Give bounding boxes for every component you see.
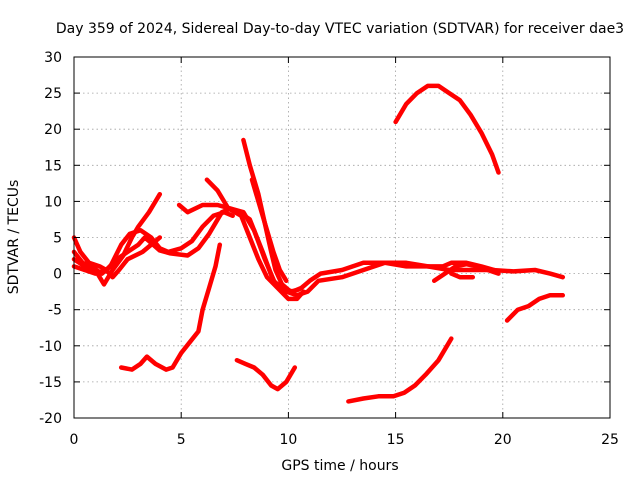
series-s8: [249, 177, 289, 284]
x-axis-label: GPS time / hours: [281, 458, 398, 474]
series-s5: [176, 202, 497, 298]
y-tick-label: -15: [39, 375, 62, 391]
x-tick-label: 0: [70, 432, 79, 448]
series-s9: [431, 261, 501, 284]
series-s12: [234, 357, 298, 392]
x-tick-label: 25: [601, 432, 619, 448]
y-tick-label: -20: [39, 411, 62, 427]
series-s1: [71, 235, 163, 280]
series-s10: [449, 271, 476, 280]
y-tick-label: 30: [44, 50, 62, 66]
series-s13: [346, 336, 454, 404]
series-s6: [204, 177, 306, 302]
y-tick-label: 10: [44, 194, 62, 210]
y-tick-label: 5: [53, 231, 62, 247]
y-tick-label: 25: [44, 86, 62, 102]
y-axis-label: SDTVAR / TECUs: [6, 180, 22, 295]
y-tick-label: -10: [39, 339, 62, 355]
series-s15: [504, 293, 566, 323]
y-tick-label: -5: [48, 303, 62, 319]
series-layer: [71, 83, 566, 404]
x-tick-label: 5: [177, 432, 186, 448]
y-tick-label: 20: [44, 122, 62, 138]
series-s11: [118, 242, 223, 372]
y-tick-label: 15: [44, 158, 62, 174]
y-tick-label: 0: [53, 267, 62, 283]
chart-title: Day 359 of 2024, Sidereal Day-to-day VTE…: [56, 21, 624, 37]
x-tick-label: 10: [279, 432, 297, 448]
x-tick-label: 20: [494, 432, 512, 448]
series-s14: [393, 83, 501, 175]
tick-layer: 0 5 10 15 20 25 -20 -15 -10 -5 0 5 10 15 20 25 30: [39, 50, 619, 448]
x-tick-label: 15: [387, 432, 405, 448]
